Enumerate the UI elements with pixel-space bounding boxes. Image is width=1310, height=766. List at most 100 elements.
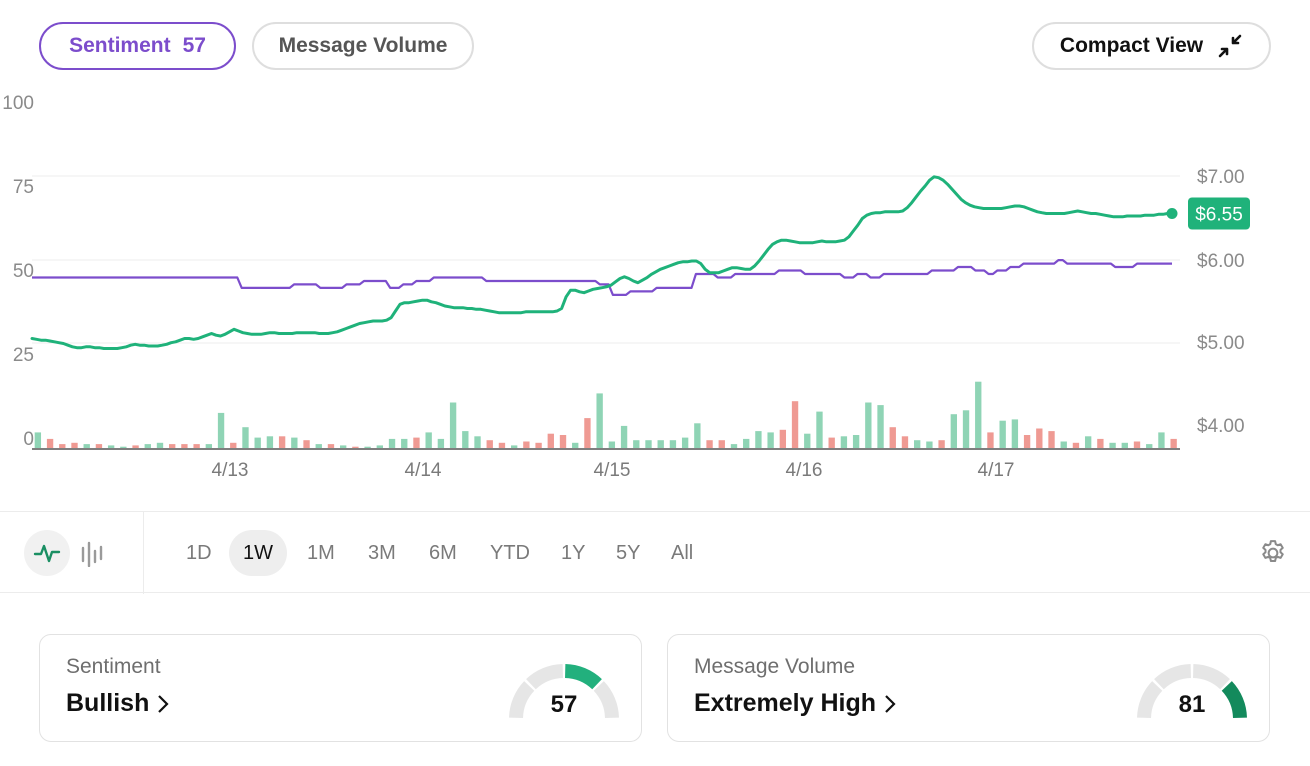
volume-bar — [767, 432, 774, 448]
volume-bar — [364, 446, 371, 448]
sentiment-card-label: Sentiment — [66, 655, 161, 678]
volume-bar — [315, 444, 322, 448]
volume-bar — [596, 393, 603, 448]
volume-bar — [572, 442, 579, 448]
volume-bar — [816, 411, 823, 448]
volume-bar — [278, 436, 286, 448]
volume-bar — [71, 442, 78, 448]
settings-button[interactable] — [1256, 536, 1290, 570]
volume-bar — [633, 440, 640, 448]
volume-bar — [498, 442, 506, 448]
range-button-1y[interactable]: 1Y — [561, 541, 586, 564]
x-axis-tick: 4/16 — [786, 460, 823, 481]
message-volume-tab[interactable]: Message Volume — [252, 22, 474, 70]
volume-bar — [254, 437, 261, 448]
volume-bar — [1158, 432, 1165, 448]
sentiment-tab-label: Sentiment — [69, 34, 171, 57]
volume-bar — [852, 435, 860, 448]
volume-bar — [193, 444, 200, 448]
range-button-all[interactable]: All — [671, 541, 694, 564]
left-axis-tick: 0 — [23, 429, 34, 450]
volume-bar — [107, 445, 115, 448]
sentiment-tab[interactable]: Sentiment 57 — [39, 22, 236, 70]
message-volume-card-value[interactable]: Extremely High — [694, 689, 896, 718]
sentiment-card-value[interactable]: Bullish — [66, 689, 169, 718]
sentiment-card[interactable]: Sentiment Bullish 57 — [39, 634, 642, 742]
x-axis-tick: 4/13 — [212, 460, 249, 481]
line-mode-button[interactable] — [24, 530, 70, 576]
volume-bar — [523, 441, 530, 448]
volume-bar — [144, 444, 151, 448]
gauge-segment — [564, 664, 602, 690]
range-button-6m[interactable]: 6M — [429, 541, 457, 564]
volume-bar — [242, 427, 249, 448]
sentiment-price-chart: 100 75 50 25 0 $7.00 $6.00 $5.00 $4.00 4/13 4/14 4/… — [2, 93, 1250, 481]
bar-chart-icon — [81, 541, 103, 567]
volume-bar — [706, 440, 713, 448]
volume-bar — [669, 440, 677, 448]
gauge-segment — [1154, 664, 1192, 690]
bar-mode-button[interactable] — [70, 530, 116, 576]
price-badge-text: $6.55 — [1195, 204, 1243, 225]
volume-bar — [217, 412, 225, 448]
volume-bar — [95, 444, 103, 448]
volume-bar — [83, 444, 90, 448]
volume-bar — [34, 432, 42, 448]
volume-bar — [181, 444, 188, 448]
volume-bar — [840, 436, 848, 448]
range-button-1w[interactable]: 1W — [229, 530, 287, 576]
volume-bar — [1060, 441, 1067, 448]
volume-bar — [449, 402, 457, 448]
price-badge — [1188, 197, 1250, 230]
volume-bar — [730, 444, 738, 448]
volume-bar — [877, 405, 884, 448]
volume-bar — [975, 381, 982, 448]
volume-bar — [1097, 438, 1104, 448]
volume-bar — [938, 440, 945, 448]
volume-bar — [694, 423, 701, 448]
volume-bar — [987, 432, 994, 448]
volume-bar — [59, 444, 66, 448]
x-axis-tick: 4/17 — [978, 460, 1015, 481]
toolbar-divider — [143, 512, 144, 594]
volume-bar — [1084, 436, 1092, 448]
volume-bar — [132, 445, 139, 448]
volume-bar — [999, 420, 1006, 448]
chevron-right-icon — [885, 694, 896, 713]
sentiment-line — [32, 259, 1172, 296]
range-button-1d[interactable]: 1D — [186, 541, 212, 564]
volume-bar — [755, 431, 762, 448]
volume-bar — [828, 437, 835, 448]
range-button-ytd[interactable]: YTD — [490, 541, 530, 564]
volume-bar — [645, 440, 652, 448]
x-axis-tick: 4/14 — [405, 460, 442, 481]
volume-bar — [681, 437, 689, 448]
volume-bar — [1133, 441, 1141, 448]
volume-bar — [1048, 431, 1055, 448]
volume-bar — [340, 445, 347, 448]
message-volume-gauge-score: 81 — [1178, 691, 1206, 718]
volume-bar — [901, 436, 909, 448]
range-button-5y[interactable]: 5Y — [616, 541, 641, 564]
gauge-segment — [526, 664, 564, 690]
left-axis-tick: 75 — [13, 177, 34, 198]
chevron-right-icon — [158, 694, 169, 713]
message-volume-card[interactable]: Message Volume Extremely High 81 — [667, 634, 1270, 742]
message-volume-gauge: 81 — [1132, 657, 1252, 727]
volume-bar — [620, 425, 628, 448]
volume-bar — [413, 437, 420, 448]
volume-bar — [950, 414, 957, 448]
range-button-1m[interactable]: 1M — [307, 541, 335, 564]
range-button-3m[interactable]: 3M — [368, 541, 396, 564]
compact-view-button[interactable]: Compact View — [1032, 22, 1271, 70]
left-axis-tick: 25 — [13, 345, 34, 366]
message-volume-tab-label: Message Volume — [278, 34, 448, 57]
volume-bar — [46, 438, 54, 448]
sentiment-gauge: 57 — [504, 657, 624, 727]
message-volume-card-label: Message Volume — [694, 655, 856, 678]
volume-bar — [547, 433, 554, 448]
volume-bar — [718, 440, 725, 448]
volume-bar — [865, 402, 872, 448]
volume-bar — [914, 440, 921, 448]
sentiment-card-value-text: Bullish — [66, 689, 150, 717]
